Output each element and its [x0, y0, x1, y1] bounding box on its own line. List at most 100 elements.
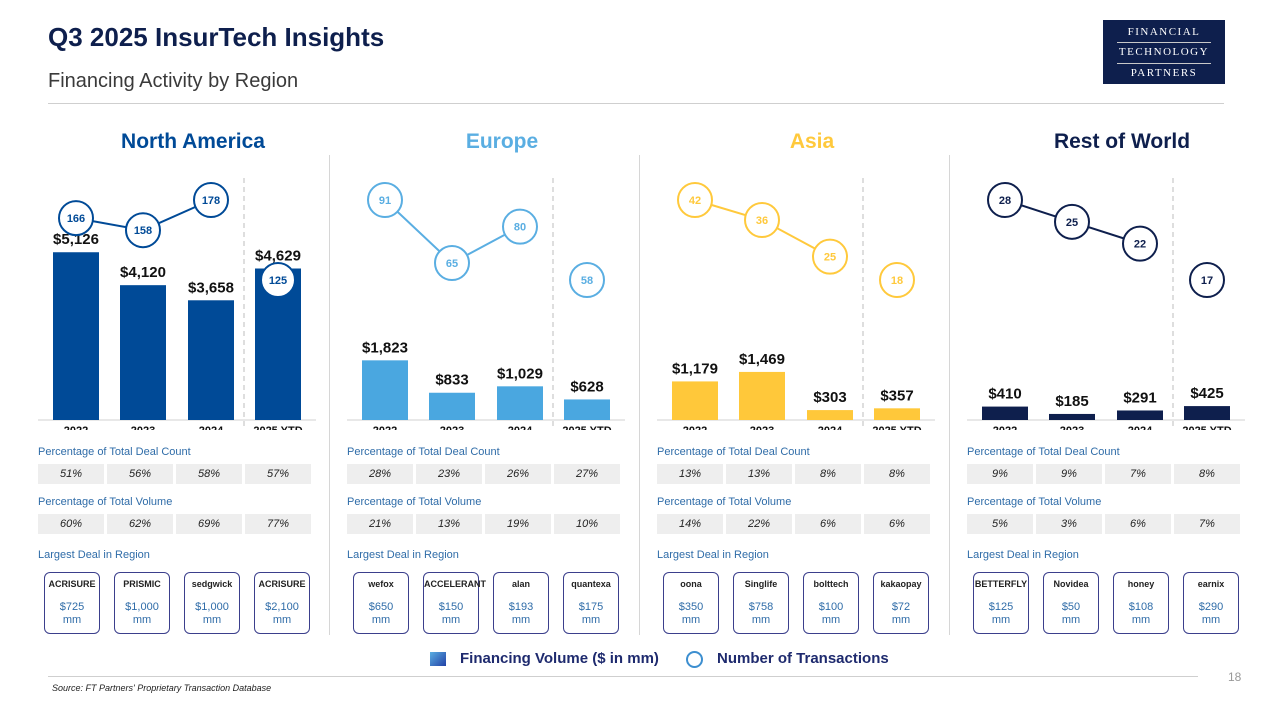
transactions-point: [58, 200, 94, 237]
percentage-cell: 77%: [245, 514, 311, 534]
volume-data-label: $628: [570, 378, 603, 395]
largest-deal-card: BETTERFLY $125 mm: [973, 572, 1029, 634]
x-tick-label: 2024: [199, 425, 224, 430]
volume-bar: [53, 252, 99, 420]
header-divider: [48, 103, 1224, 104]
percentage-cell: 26%: [485, 464, 551, 484]
region-panel: Rest of World $410 2022 $185 2023 $291 2024 $42…: [967, 120, 1277, 640]
company-logo: wefox: [368, 579, 394, 589]
volume-data-label: $1,179: [672, 360, 718, 377]
percentage-row: 9% 9% 7% 8%: [967, 464, 1241, 484]
largest-deal-card: honey $108 mm: [1113, 572, 1169, 634]
company-logo: ACRISURE: [48, 579, 96, 589]
legend-transactions-swatch: [686, 651, 703, 668]
volume-data-label: $4,629: [255, 248, 301, 265]
x-tick-label: 2023: [750, 425, 774, 430]
section-label: Percentage of Total Deal Count: [347, 446, 500, 458]
section-label: Largest Deal in Region: [657, 549, 769, 561]
largest-deal-card: kakaopay $72 mm: [873, 572, 929, 634]
percentage-cell: 3%: [1036, 514, 1102, 534]
percentage-row: 13% 13% 8% 8%: [657, 464, 931, 484]
section-label: Largest Deal in Region: [967, 549, 1079, 561]
x-tick-label: 2024: [818, 425, 843, 430]
percentage-cell: 51%: [38, 464, 104, 484]
transactions-point: [812, 238, 848, 275]
deal-amount-unit: mm: [891, 614, 911, 626]
company-logo: earnix: [1197, 579, 1225, 589]
logo-rule: [1117, 63, 1211, 64]
deal-amount: $350 mm: [664, 601, 718, 627]
deal-amount-unit: mm: [132, 614, 152, 626]
region-panel: Asia $1,179 2022 $1,469 2023 $303 2024 $357 2025…: [657, 120, 967, 640]
percentage-cell: 69%: [176, 514, 242, 534]
deal-amount-value: $1,000: [125, 601, 159, 613]
transactions-point: [879, 262, 915, 298]
x-tick-label: 2023: [131, 425, 155, 430]
deal-amount: $100 mm: [804, 601, 858, 627]
percentage-cell: 7%: [1105, 464, 1171, 484]
deal-amount-value: $725: [59, 601, 85, 613]
deal-amount: $108 mm: [1114, 601, 1168, 627]
logo-line-1: FINANCIAL: [1127, 26, 1201, 38]
logo-line-2: TECHNOLOGY: [1118, 46, 1210, 58]
deal-amount-value: $758: [748, 601, 774, 613]
percentage-row: 14% 22% 6% 6%: [657, 514, 931, 534]
region-chart: $1,179 2022 $1,469 2023 $303 2024 $357 2025 YTD…: [657, 178, 935, 430]
company-logo: oona: [680, 579, 702, 589]
volume-data-label: $425: [1190, 385, 1223, 402]
section-label: Largest Deal in Region: [347, 549, 459, 561]
company-logo: ACCELERANT: [424, 579, 486, 589]
legend-volume-swatch: [430, 652, 446, 666]
largest-deal-card: alan $193 mm: [493, 572, 549, 634]
region-divider: [639, 155, 640, 635]
x-tick-label: 2022: [64, 425, 88, 430]
page-title: Q3 2025 InsurTech Insights: [48, 22, 385, 52]
largest-deal-card: sedgwick $1,000 mm: [184, 572, 240, 634]
deal-amount: $2,100 mm: [255, 601, 309, 627]
percentage-cell: 6%: [795, 514, 861, 534]
deal-amount-unit: mm: [751, 614, 771, 626]
deal-amount: $290 mm: [1184, 601, 1238, 627]
company-logo: ACRISURE: [258, 579, 306, 589]
largest-deal-card: quantexa $175 mm: [563, 572, 619, 634]
region-chart: $1,823 2022 $833 2023 $1,029 2024 $628 2025 YTD…: [347, 178, 625, 430]
company-logo: Novidea: [1053, 579, 1089, 589]
percentage-cell: 8%: [1174, 464, 1240, 484]
volume-bar: [739, 371, 785, 420]
transactions-data-label: 25: [1066, 217, 1078, 229]
percentage-cell: 62%: [107, 514, 173, 534]
region-title: North America: [121, 130, 265, 153]
transactions-point: [569, 262, 605, 298]
logo-line-3: PARTNERS: [1130, 67, 1198, 79]
percentage-cell: 8%: [795, 464, 861, 484]
x-tick-label: 2025 YTD: [872, 425, 921, 430]
deal-amount-value: $125: [988, 601, 1014, 613]
largest-deal-card: ACRISURE $2,100 mm: [254, 572, 310, 634]
transactions-point: [1122, 225, 1158, 262]
percentage-cell: 14%: [657, 514, 723, 534]
percentage-cell: 6%: [1105, 514, 1171, 534]
volume-bar: [807, 410, 853, 420]
company-logo: BETTERFLY: [974, 579, 1028, 589]
deal-amount-unit: mm: [62, 614, 82, 626]
company-logo: kakaopay: [880, 579, 922, 589]
company-logo: bolttech: [813, 579, 849, 589]
region-chart: $410 2022 $185 2023 $291 2024 $425 2025 YTD 28 25…: [967, 178, 1245, 430]
volume-bar: [1049, 413, 1095, 420]
region-title: Asia: [789, 130, 835, 153]
volume-data-label: $3,658: [188, 279, 234, 296]
transactions-point: [502, 208, 538, 245]
deal-amount-unit: mm: [1061, 614, 1081, 626]
largest-deal-card: earnix $290 mm: [1183, 572, 1239, 634]
source-note: Source: FT Partners' Proprietary Transac…: [52, 683, 272, 693]
transactions-data-label: 80: [514, 222, 526, 234]
percentage-cell: 58%: [176, 464, 242, 484]
company-logo: Singlife: [744, 579, 778, 589]
transactions-data-label: 25: [824, 252, 836, 264]
company-logo: honey: [1127, 579, 1155, 589]
transactions-data-label: 166: [67, 213, 85, 225]
transactions-point: [367, 182, 403, 218]
volume-bar: [1184, 406, 1230, 420]
deal-amount: $150 mm: [424, 601, 478, 627]
percentage-cell: 13%: [416, 514, 482, 534]
